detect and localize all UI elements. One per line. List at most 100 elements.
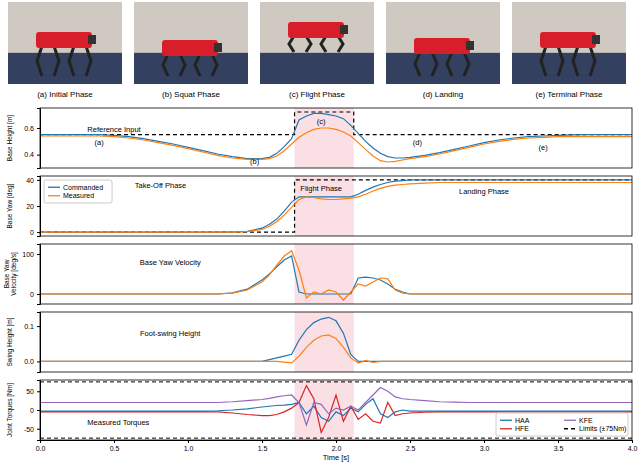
robot-leg [37, 46, 42, 76]
x-tick-mark [336, 440, 337, 443]
robot-sensor [340, 25, 348, 34]
x-tick-mark [410, 440, 411, 443]
robot-leg [86, 46, 91, 76]
y-tick-label: -50 [24, 425, 34, 432]
x-tick: 3.0 [480, 440, 490, 452]
x-tick: 0.0 [36, 440, 46, 452]
y-axis: 0 20 40 [26, 177, 40, 237]
limit-line [40, 438, 632, 439]
y-axis-title: Joint Torques [Nm] [6, 383, 14, 437]
subplot: -500500.00.51.01.52.02.53.03.54.0Joint T… [6, 380, 637, 462]
annotation: Take-Off Phase [135, 181, 187, 190]
robot-leg [573, 46, 578, 76]
photo [512, 2, 626, 84]
y-axis: 0.40.6 [24, 109, 40, 169]
y-tick: -50 [24, 425, 40, 432]
y-tick: 20 [26, 203, 40, 210]
y-tick-label: 0.1 [24, 323, 34, 330]
x-tick: 0.5 [110, 440, 120, 452]
legend-box [44, 180, 112, 203]
x-tick: 3.5 [554, 440, 564, 452]
photo-caption: (e) Terminal Phase [536, 90, 604, 99]
x-tick-label: 0.5 [110, 445, 120, 452]
series-line [40, 251, 632, 300]
photo [134, 2, 248, 84]
robot-leg [212, 54, 217, 76]
x-tick: 2.0 [332, 440, 342, 452]
legend-label: Measured [63, 192, 94, 199]
y-tick-mark [37, 429, 40, 430]
robot-body [36, 32, 92, 48]
legend-swatch [564, 428, 576, 429]
robot-leg [415, 52, 420, 76]
y-axis-title: Base YawVelocity [deg/s] [3, 252, 18, 296]
x-tick-label: 2.0 [332, 445, 342, 452]
limit-line [40, 381, 632, 382]
x-tick-mark [558, 440, 559, 443]
annotation: Reference Input [87, 125, 141, 134]
photo-background [8, 2, 122, 84]
plot-frame [40, 380, 632, 440]
x-tick: 2.5 [406, 440, 416, 452]
series-line [40, 256, 632, 294]
annotation: Measured Torques [87, 418, 149, 427]
x-tick-label: 1.0 [184, 445, 194, 452]
y-tick-label: 100 [22, 251, 34, 258]
x-tick-mark [188, 440, 189, 443]
y-tick-mark [37, 128, 40, 129]
x-tick-mark [632, 440, 633, 443]
robot-leg [447, 52, 452, 76]
plot-frame [40, 244, 632, 304]
robot-leg [54, 46, 59, 76]
plot-area [40, 244, 632, 304]
subplot: 0 100 Base YawVelocity [deg/s] Base Yaw Vel… [3, 244, 632, 305]
y-tick-label: 50 [26, 388, 34, 395]
robot-leg [590, 46, 595, 76]
flight-phase-band [295, 312, 354, 372]
y-tick: 50 [26, 388, 40, 395]
legend-swatch [564, 420, 576, 421]
robot-leg [306, 36, 311, 52]
photo-caption: (d) Landing [423, 90, 463, 99]
flight-phase-band [295, 176, 354, 236]
y-axis: 0.00.1 [24, 313, 40, 373]
photo-background [386, 2, 500, 84]
x-axis-line [41, 441, 633, 444]
y-tick: 40 [26, 177, 40, 184]
robot-body [288, 22, 344, 38]
annotation: Landing Phase [459, 187, 509, 196]
flight-phase-band [295, 244, 354, 304]
robot-sensor [592, 35, 600, 44]
robot-leg [163, 54, 168, 76]
annotation: (a) [95, 138, 105, 147]
y-axis: -50050 [24, 381, 41, 441]
legend-swatch [500, 420, 512, 421]
y-tick-mark [37, 254, 40, 255]
photo-floor [134, 53, 248, 84]
robot-leg [289, 36, 294, 52]
photo-caption: (a) Initial Phase [37, 90, 93, 99]
plot-area [40, 108, 632, 168]
x-tick-label: 3.0 [480, 445, 490, 452]
y-tick: 0 [30, 291, 40, 298]
y-tick: 0.4 [24, 151, 40, 158]
x-tick: 1.0 [184, 440, 194, 452]
photo-background [134, 2, 248, 84]
y-tick: 0 [30, 229, 40, 236]
y-axis-title: Base Height [m] [6, 115, 14, 161]
plot-frame [40, 312, 632, 372]
x-tick-label: 4.0 [628, 445, 638, 452]
plot-area [40, 176, 632, 236]
annotation: Base Yaw Velocity [140, 258, 201, 267]
subplot: 02040Base Yaw [deg]Take-Off PhaseFlight … [6, 176, 632, 237]
y-tick-mark [37, 294, 40, 295]
annotation: (c) [317, 117, 326, 126]
x-tick-mark [40, 440, 41, 443]
photo-background [260, 2, 374, 84]
y-tick-label: 0 [30, 229, 34, 236]
robot-body [162, 40, 218, 56]
y-tick-mark [37, 180, 40, 181]
subplot: 0.40.6 Base Height [m] Reference Input (a) (… [6, 108, 632, 169]
x-tick: 4.0 [628, 440, 638, 452]
x-tick-label: 0.0 [36, 445, 46, 452]
